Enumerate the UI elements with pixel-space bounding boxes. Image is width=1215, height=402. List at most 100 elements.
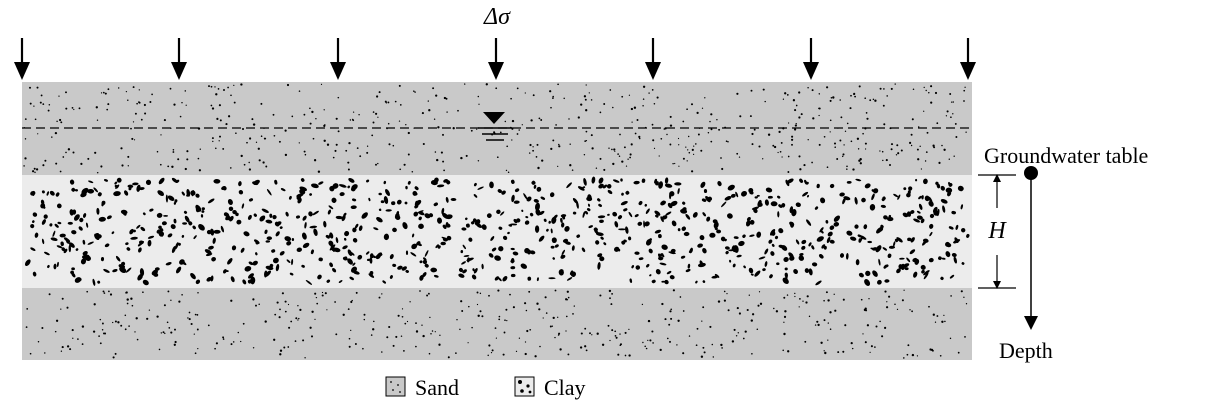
clay-particle	[280, 188, 286, 192]
clay-particle	[606, 184, 612, 189]
sand-grain	[272, 113, 275, 116]
sand-grain	[532, 149, 535, 152]
sand-grain	[478, 103, 480, 105]
clay-particle	[806, 181, 809, 185]
sand-grain	[524, 352, 527, 356]
clay-particle	[389, 254, 394, 260]
clay-particle	[392, 227, 397, 233]
sand-grain	[787, 155, 790, 158]
sand-grain	[614, 330, 617, 333]
sand-grain	[661, 302, 664, 306]
sand-grain	[258, 159, 261, 162]
clay-particle	[206, 277, 212, 282]
clay-particle	[540, 196, 546, 200]
clay-particle	[414, 186, 419, 191]
sand-grain	[102, 290, 105, 293]
sand-grain	[303, 150, 306, 153]
clay-particle	[472, 268, 475, 272]
sand-grain	[759, 302, 763, 305]
clay-particle	[275, 231, 280, 237]
clay-particle	[238, 189, 244, 195]
clay-particle	[87, 241, 94, 245]
clay-particle	[129, 228, 134, 235]
clay-particle	[269, 213, 273, 218]
clay-particle	[498, 246, 504, 252]
sand-grain	[710, 113, 713, 116]
sand-grain	[839, 139, 842, 142]
sand-grain	[214, 86, 216, 88]
sand-grain	[839, 99, 841, 101]
sand-grain	[401, 308, 404, 310]
sand-grain	[599, 294, 602, 297]
clay-particle	[654, 178, 658, 184]
clay-particle	[829, 239, 835, 244]
sand-grain	[140, 118, 143, 121]
sand-grain	[778, 130, 781, 134]
clay-particle	[566, 277, 573, 281]
clay-particle	[348, 177, 355, 183]
sand-grain	[709, 120, 711, 123]
sand-grain	[798, 91, 801, 94]
clay-particle	[142, 279, 149, 286]
sand-grain	[693, 145, 695, 147]
clay-particle	[208, 245, 214, 250]
clay-particle	[665, 211, 672, 216]
sand-grain	[516, 133, 519, 135]
sand-grain	[431, 330, 434, 332]
sand-grain	[437, 126, 440, 129]
sand-grain	[299, 308, 302, 312]
sand-grain	[530, 119, 533, 122]
sand-grain	[549, 90, 552, 93]
clay-particle	[349, 251, 355, 256]
sand-grain	[427, 100, 429, 102]
sand-grain	[897, 152, 900, 155]
clay-particle	[118, 264, 126, 269]
clay-particle	[308, 211, 313, 217]
clay-particle	[74, 189, 79, 192]
clay-particle	[391, 201, 396, 206]
sand-grain	[584, 98, 587, 101]
sand-grain	[23, 165, 25, 167]
sand-texture	[23, 83, 968, 359]
clay-particle	[279, 226, 283, 229]
clay-particle	[645, 208, 650, 214]
sand-grain	[375, 112, 378, 115]
clay-particle	[941, 257, 946, 260]
sand-grain	[498, 315, 501, 318]
sand-grain	[568, 118, 570, 120]
sand-grain	[100, 165, 103, 168]
clay-particle	[733, 245, 739, 253]
clay-particle	[225, 270, 229, 273]
sand-grain	[963, 89, 966, 92]
sand-grain	[737, 332, 740, 334]
sand-grain	[585, 349, 588, 352]
sand-grain	[218, 104, 221, 107]
sand-grain	[787, 350, 790, 353]
sand-grain	[843, 144, 845, 146]
sand-grain	[59, 118, 62, 122]
sand-grain	[638, 135, 641, 138]
clay-particle	[40, 203, 46, 209]
sand-grain	[692, 153, 695, 156]
clay-particle	[341, 215, 346, 222]
sand-grain	[181, 294, 183, 296]
clay-particle	[586, 208, 591, 212]
clay-particle	[252, 260, 258, 266]
sand-grain	[896, 308, 899, 311]
clay-particle	[192, 225, 196, 230]
clay-particle	[84, 255, 91, 261]
sand-grain	[216, 117, 219, 120]
clay-particle	[269, 263, 274, 268]
clay-particle	[909, 249, 916, 255]
clay-particle	[637, 221, 643, 226]
clay-particle	[687, 263, 691, 269]
clay-particle	[288, 195, 292, 200]
clay-particle	[204, 249, 212, 255]
sand-grain	[72, 151, 75, 154]
sand-grain	[749, 115, 752, 118]
clay-particle	[940, 199, 948, 204]
sand-grain	[86, 290, 89, 293]
sand-grain	[943, 314, 945, 317]
sand-grain	[798, 306, 800, 308]
sand-grain	[403, 163, 406, 166]
